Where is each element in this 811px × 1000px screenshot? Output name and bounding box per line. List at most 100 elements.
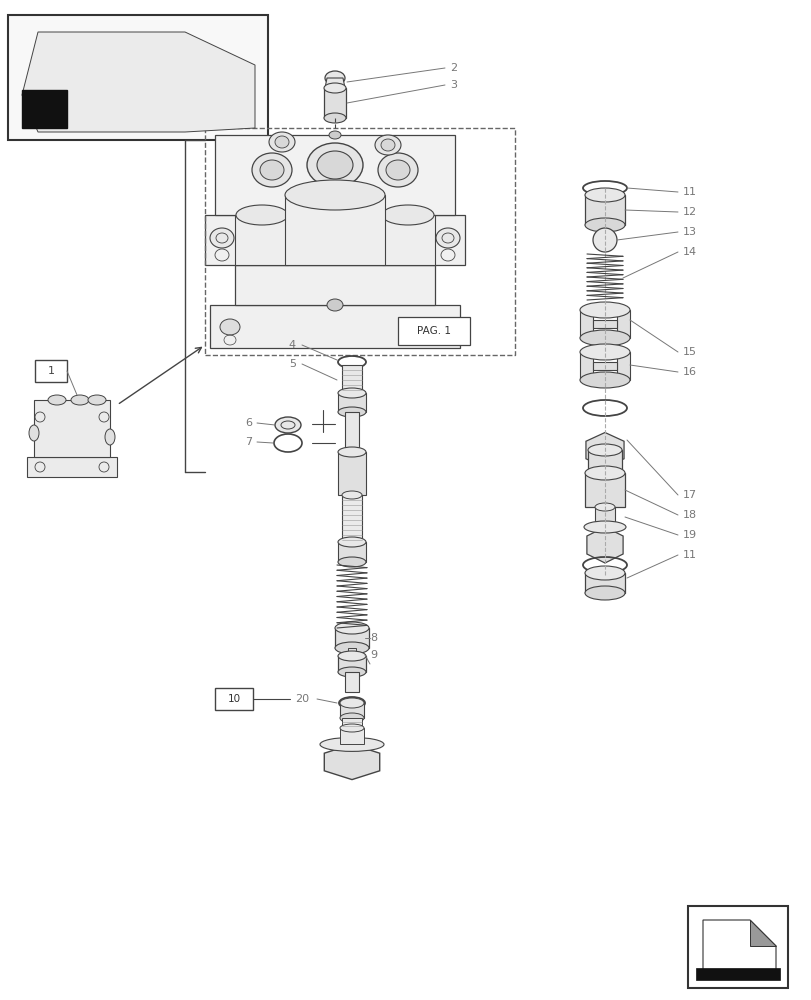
Ellipse shape [324,113,345,123]
Ellipse shape [584,466,624,480]
Ellipse shape [375,135,401,155]
Text: 18: 18 [682,510,697,520]
Ellipse shape [307,143,363,187]
Ellipse shape [29,425,39,441]
Ellipse shape [436,228,460,248]
Ellipse shape [381,205,433,225]
Ellipse shape [63,39,81,51]
Ellipse shape [210,228,234,248]
Ellipse shape [48,395,66,405]
Polygon shape [234,265,435,305]
Polygon shape [337,452,366,495]
Polygon shape [579,352,592,380]
Ellipse shape [340,713,363,723]
Ellipse shape [320,737,384,751]
Polygon shape [381,215,435,265]
Polygon shape [234,215,288,265]
Polygon shape [215,135,454,215]
Ellipse shape [380,139,394,151]
Polygon shape [340,728,363,744]
Text: PAG. 1: PAG. 1 [417,326,450,336]
Ellipse shape [337,537,366,547]
Text: 4: 4 [289,340,296,350]
Polygon shape [337,542,366,562]
Ellipse shape [285,180,384,210]
Ellipse shape [324,71,345,85]
Ellipse shape [340,724,363,732]
Bar [397,317,470,345]
Polygon shape [584,473,624,507]
Text: 13: 13 [682,227,696,237]
Ellipse shape [327,299,342,311]
Ellipse shape [341,491,362,499]
Ellipse shape [337,651,366,661]
Ellipse shape [161,42,178,54]
Ellipse shape [584,188,624,202]
Polygon shape [27,457,117,477]
Ellipse shape [335,642,368,654]
Polygon shape [586,527,622,563]
Ellipse shape [579,344,629,360]
Text: 15: 15 [682,347,696,357]
Text: 3: 3 [449,80,457,90]
Polygon shape [337,656,366,672]
Polygon shape [584,195,624,225]
Ellipse shape [337,447,366,457]
Text: 9: 9 [370,650,376,660]
Polygon shape [210,305,460,348]
Ellipse shape [378,153,418,187]
Polygon shape [579,310,592,338]
Polygon shape [584,573,624,593]
Ellipse shape [236,205,288,225]
Polygon shape [586,432,624,468]
Ellipse shape [594,503,614,511]
Polygon shape [335,628,368,648]
Ellipse shape [337,407,366,417]
Ellipse shape [337,557,366,567]
Ellipse shape [316,151,353,179]
Ellipse shape [579,372,629,388]
Ellipse shape [216,88,234,102]
Text: 7: 7 [245,437,251,447]
Ellipse shape [71,395,89,405]
Ellipse shape [251,153,292,187]
Ellipse shape [579,302,629,318]
Ellipse shape [328,131,341,139]
Polygon shape [34,400,109,457]
Polygon shape [324,78,345,88]
Polygon shape [592,362,616,370]
Text: 8: 8 [370,633,376,643]
Text: 12: 12 [682,207,697,217]
Polygon shape [749,920,775,946]
Ellipse shape [220,319,240,335]
Polygon shape [341,365,362,393]
Bar [687,906,787,988]
Text: 19: 19 [682,530,697,540]
Ellipse shape [583,521,625,533]
Polygon shape [345,412,358,452]
Polygon shape [204,215,465,265]
Polygon shape [340,703,363,718]
Polygon shape [324,88,345,118]
Ellipse shape [584,586,624,600]
Text: 5: 5 [289,359,296,369]
Polygon shape [702,920,775,970]
Text: 17: 17 [682,490,697,500]
Ellipse shape [584,218,624,232]
Ellipse shape [335,622,368,634]
Ellipse shape [275,136,289,148]
Text: 6: 6 [245,418,251,428]
Polygon shape [348,648,355,656]
Bar [8,15,268,140]
Polygon shape [616,352,629,380]
Text: 10: 10 [227,694,240,704]
Ellipse shape [268,132,294,152]
Text: 14: 14 [682,247,697,257]
Ellipse shape [96,34,114,46]
Bar [35,360,67,382]
Ellipse shape [199,58,217,72]
Ellipse shape [587,444,621,456]
Polygon shape [592,320,616,328]
Polygon shape [341,718,362,728]
Ellipse shape [430,319,449,335]
